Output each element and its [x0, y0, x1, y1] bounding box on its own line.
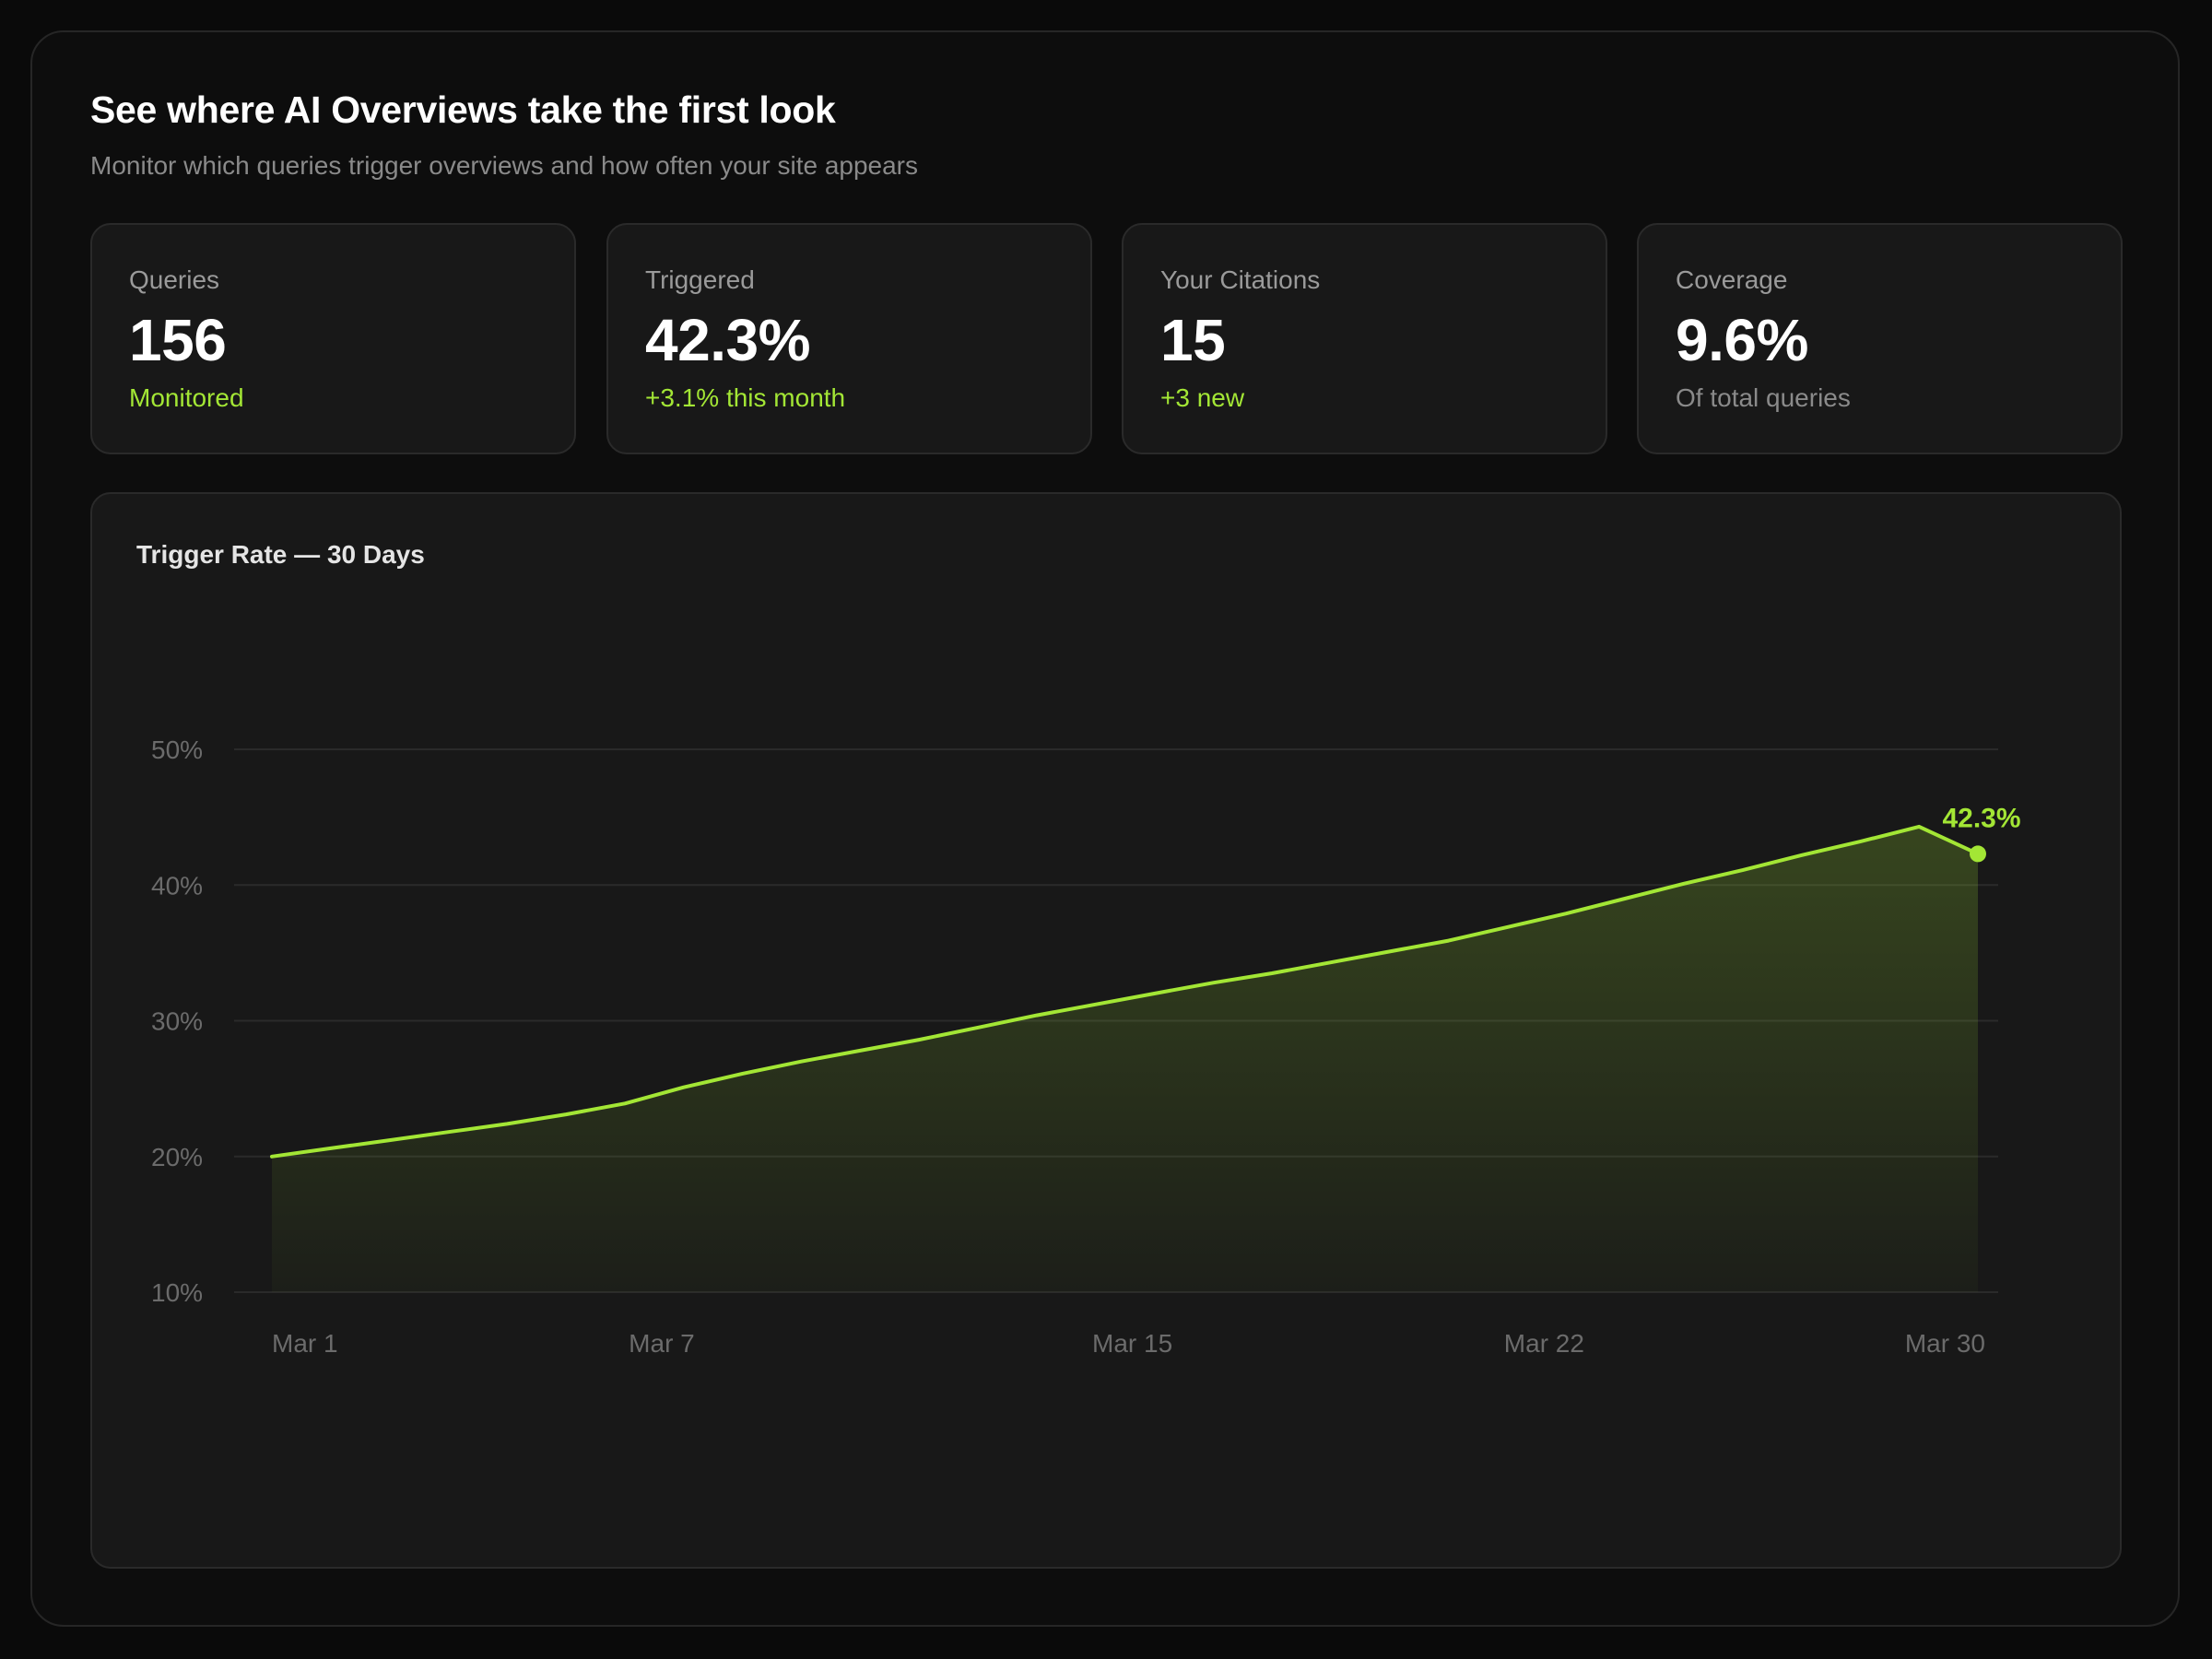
- stat-note: +3 new: [1160, 383, 1245, 412]
- stat-value: 9.6%: [1676, 307, 1808, 373]
- page-title: See where AI Overviews take the first lo…: [90, 88, 836, 131]
- stat-card-triggered[interactable]: Triggered 42.3% +3.1% this month: [606, 223, 1092, 454]
- stat-note: +3.1% this month: [645, 383, 846, 412]
- stat-label: Queries: [129, 265, 220, 294]
- chart-title: Trigger Rate — 30 Days: [136, 540, 425, 569]
- chart-panel: [90, 492, 2122, 1569]
- stat-card-coverage[interactable]: Coverage 9.6% Of total queries: [1637, 223, 2123, 454]
- stat-note: Of total queries: [1676, 383, 1851, 412]
- stat-label: Triggered: [645, 265, 755, 294]
- stat-value: 15: [1160, 307, 1226, 373]
- stat-card-queries[interactable]: Queries 156 Monitored: [90, 223, 576, 454]
- stat-value: 156: [129, 307, 227, 373]
- page-subtitle: Monitor which queries trigger overviews …: [90, 151, 919, 180]
- stat-card-citations[interactable]: Your Citations 15 +3 new: [1122, 223, 1607, 454]
- stat-label: Coverage: [1676, 265, 1788, 294]
- stat-note: Monitored: [129, 383, 244, 412]
- stat-label: Your Citations: [1160, 265, 1321, 294]
- stat-value: 42.3%: [645, 307, 810, 373]
